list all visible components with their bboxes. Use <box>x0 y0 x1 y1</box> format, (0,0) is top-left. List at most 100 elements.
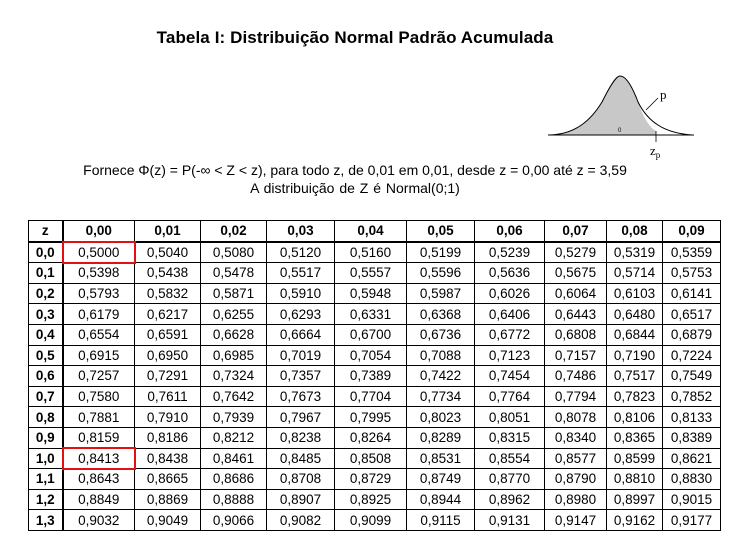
table-row: 1,3 0,9032 0,9049 0,9066 0,9082 0,9099 0,9115 0… <box>28 509 721 531</box>
table-cell: 0,8159 <box>62 426 135 449</box>
table-cell: 0,8438 <box>134 447 201 470</box>
table-cell: 0,5910 <box>266 282 335 305</box>
table-row: 0,8 0,7881 0,7910 0,7939 0,7967 0,7995 0,8023 0… <box>28 406 721 428</box>
table-cell: 0,9082 <box>266 509 335 531</box>
table-cell: 0,5359 <box>662 241 721 264</box>
row-z-value: 0,6 <box>28 365 64 387</box>
table-cell: 0,8599 <box>606 447 663 470</box>
p-label: p <box>660 87 667 102</box>
table-cell: 0,8770 <box>474 468 545 490</box>
table-cell: 0,7486 <box>544 365 607 387</box>
table-cell: 0,7157 <box>544 344 607 367</box>
table-row: 1,1 0,8643 0,8665 0,8686 0,8708 0,8729 0,8749 0… <box>28 468 721 490</box>
table-row: 0,6 0,7257 0,7291 0,7324 0,7357 0,7389 0,7422 0… <box>28 365 721 387</box>
table-cell: 0,5948 <box>334 282 407 305</box>
table-cell: 0,8238 <box>266 426 335 449</box>
table-cell: 0,5239 <box>474 241 545 264</box>
normal-curve-figure: p 0 zp <box>548 75 694 160</box>
table-cell: 0,7881 <box>62 406 135 428</box>
table-cell: 0,6591 <box>134 323 201 346</box>
zp-label: zp <box>650 143 661 160</box>
table-cell: 0,8944 <box>406 488 475 511</box>
row-z-value: 1,3 <box>28 509 64 531</box>
table-cell: 0,9032 <box>62 509 135 531</box>
table-cell: 0,6664 <box>266 323 335 346</box>
table-cell: 0,6217 <box>134 303 201 325</box>
table-cell: 0,7517 <box>606 365 663 387</box>
table-cell: 0,8907 <box>266 488 335 511</box>
zero-label: 0 <box>618 128 622 134</box>
table-cell: 0,5438 <box>134 262 201 284</box>
table-cell: 0,8925 <box>334 488 407 511</box>
table-cell: 0,7823 <box>606 385 663 408</box>
table-cell: 0,6879 <box>662 323 721 346</box>
table-cell: 0,7704 <box>334 385 407 408</box>
table-cell: 0,6554 <box>62 323 135 346</box>
table-row: 0,5 0,6915 0,6950 0,6985 0,7019 0,7054 0,7088 0… <box>28 344 721 367</box>
table-cell: 0,5517 <box>266 262 335 284</box>
table-row: 0,7 0,7580 0,7611 0,7642 0,7673 0,7704 0,7734 0… <box>28 385 721 408</box>
table-cell: 0,8315 <box>474 426 545 449</box>
table-row: 0,4 0,6554 0,6591 0,6628 0,6664 0,6700 0,6736 0… <box>28 323 721 346</box>
table-cell: 0,7324 <box>200 365 267 387</box>
table-cell: 0,8051 <box>474 406 545 428</box>
table-cell: 0,5557 <box>334 262 407 284</box>
table-cell: 0,9066 <box>200 509 267 531</box>
table-cell: 0,5793 <box>62 282 135 305</box>
table-cell: 0,7794 <box>544 385 607 408</box>
column-header: 0,06 <box>474 219 545 243</box>
table-cell: 0,8997 <box>606 488 663 511</box>
table-cell: 0,8577 <box>544 447 607 470</box>
table-cell: 0,8962 <box>474 488 545 511</box>
p-pointer <box>645 97 659 111</box>
table-cell: 0,8365 <box>606 426 663 449</box>
table-title: Tabela I: Distribuição Normal Padrão Acu… <box>156 28 554 47</box>
table-cell: 0,6628 <box>200 323 267 346</box>
table-cell: 0,7190 <box>606 344 663 367</box>
description-line-2: A distribuição de Z é Normal(0;1) <box>250 180 460 196</box>
table-cell: 0,5040 <box>134 241 201 264</box>
table-cell: 0,7642 <box>200 385 267 408</box>
table-cell: 0,6331 <box>334 303 407 325</box>
column-header: 0,00 <box>62 219 135 243</box>
table-row: 0,9 0,8159 0,8186 0,8212 0,8238 0,8264 0,8289 0… <box>28 426 721 449</box>
table-cell: 0,8729 <box>334 468 407 490</box>
column-header: 0,02 <box>200 219 267 243</box>
table-cell: 0,6517 <box>662 303 721 325</box>
column-header: 0,01 <box>134 219 201 243</box>
table-cell: 0,7454 <box>474 365 545 387</box>
table-cell: 0,5714 <box>606 262 663 284</box>
table-cell: 0,8849 <box>62 488 135 511</box>
table-cell: 0,7257 <box>62 365 135 387</box>
table-cell: 0,7852 <box>662 385 721 408</box>
table-cell: 0,5675 <box>544 262 607 284</box>
table-cell: 0,7291 <box>134 365 201 387</box>
table-row: 1,0 0,8413 0,8438 0,8461 0,8485 0,8508 0,8531 0… <box>28 447 721 470</box>
row-z-value: 0,4 <box>28 323 64 346</box>
table-cell: 0,6293 <box>266 303 335 325</box>
table-cell: 0,5753 <box>662 262 721 284</box>
table-cell: 0,9015 <box>662 488 721 511</box>
table-row: 0,2 0,5793 0,5832 0,5871 0,5910 0,5948 0,5987 0… <box>28 282 721 305</box>
table-row: 0,3 0,6179 0,6217 0,6255 0,6293 0,6331 0,6368 0… <box>28 303 721 325</box>
row-z-value: 0,2 <box>28 282 64 305</box>
table-cell: 0,8078 <box>544 406 607 428</box>
table-cell: 0,6700 <box>334 323 407 346</box>
table-cell: 0,7967 <box>266 406 335 428</box>
table-cell: 0,8810 <box>606 468 663 490</box>
column-header: 0,08 <box>606 219 663 243</box>
row-z-value: 1,0 <box>28 447 64 470</box>
table-cell: 0,6808 <box>544 323 607 346</box>
table-cell: 0,7611 <box>134 385 201 408</box>
table-cell: 0,8665 <box>134 468 201 490</box>
table-cell: 0,8554 <box>474 447 545 470</box>
table-cell: 0,7764 <box>474 385 545 408</box>
table-cell: 0,6103 <box>606 282 663 305</box>
table-cell: 0,8790 <box>544 468 607 490</box>
column-header: 0,03 <box>266 219 335 243</box>
row-z-value: 1,2 <box>28 488 64 511</box>
table-cell: 0,7019 <box>266 344 335 367</box>
table-row: 1,2 0,8849 0,8869 0,8888 0,8907 0,8925 0,8944 0… <box>28 488 721 511</box>
table-cell: 0,6368 <box>406 303 475 325</box>
table-cell: 0,8133 <box>662 406 721 428</box>
